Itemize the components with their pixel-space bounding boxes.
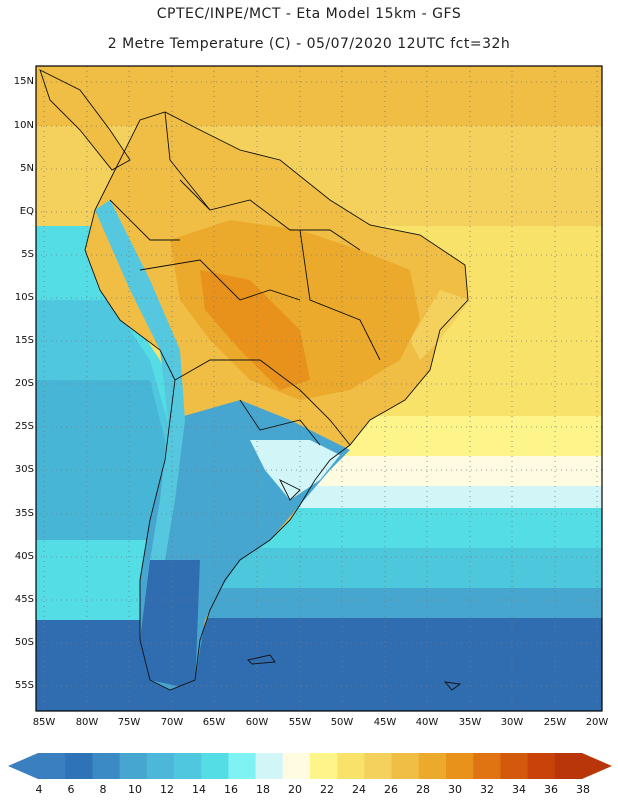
lon-label-65w: 65W — [202, 717, 226, 728]
central-america — [40, 70, 130, 170]
temperature-field — [36, 66, 602, 711]
andes — [95, 200, 185, 560]
title-line-2: 2 Metre Temperature (C) - 05/07/2020 12U… — [107, 36, 511, 52]
colorbar-label: 12 — [160, 783, 174, 796]
lon-label-45w: 45W — [373, 717, 397, 728]
lon-label-55w: 55W — [288, 717, 312, 728]
lat-label-35s: 35S — [14, 508, 34, 519]
colorbar-cell — [174, 753, 202, 779]
band-caribbean — [36, 66, 602, 126]
country-borders — [39, 69, 469, 691]
colorbar-cell — [446, 753, 474, 779]
colorbar-label: 10 — [128, 783, 142, 796]
colorbar-cell — [310, 753, 338, 779]
colorbar-cell — [228, 753, 256, 779]
lat-label-5n: 5N — [20, 163, 34, 174]
lon-label-75w: 75W — [117, 717, 141, 728]
colorbar-label: 22 — [320, 783, 334, 796]
colorbar-cell — [337, 753, 365, 779]
colorbar-label: 16 — [224, 783, 238, 796]
pacific-cool-water-3 — [36, 380, 170, 540]
colorbar-cell — [38, 753, 66, 779]
colorbar-label: 8 — [99, 783, 107, 796]
colorbar-label: 34 — [512, 783, 526, 796]
colorbar-cell — [473, 753, 501, 779]
lat-label-eq: EQ — [19, 206, 34, 217]
ne-coast — [410, 290, 470, 360]
lat-label-25s: 25S — [14, 421, 34, 432]
lon-label-40w: 40W — [415, 717, 439, 728]
colorbar-cell — [364, 753, 392, 779]
lat-label-5s: 5S — [21, 249, 34, 260]
colorbar-label: 24 — [352, 783, 366, 796]
lon-label-70w: 70W — [160, 717, 184, 728]
lat-label-30s: 30S — [14, 464, 34, 475]
colorbar-cell — [391, 753, 420, 779]
hottest-zone — [200, 270, 310, 390]
lon-label-20w: 20W — [585, 717, 609, 728]
colorbar-cell — [146, 753, 175, 779]
lat-label-50s: 50S — [14, 637, 34, 648]
colorbar-cell — [500, 753, 528, 779]
colorbar-left-arrow — [8, 753, 38, 779]
colorbar-label: 20 — [288, 783, 302, 796]
lat-label-45s: 45S — [14, 594, 34, 605]
colorbar-cell — [282, 753, 311, 779]
band-southern-ocean — [36, 618, 602, 711]
colorbar-label: 36 — [544, 783, 558, 796]
colorbar-cell — [92, 753, 120, 779]
lat-label-10s: 10S — [14, 292, 34, 303]
lat-label-20s: 20S — [14, 378, 34, 389]
lon-label-60w: 60W — [245, 717, 269, 728]
colorbar-label: 32 — [480, 783, 494, 796]
lon-label-35w: 35W — [458, 717, 482, 728]
colorbar-label: 14 — [192, 783, 206, 796]
map-frame — [35, 65, 603, 712]
lat-label-15s: 15S — [14, 335, 34, 346]
colorbar-cell — [201, 753, 229, 779]
colorbar-cell — [255, 753, 284, 779]
colorbar-cell — [119, 753, 148, 779]
colorbar-label: 26 — [384, 783, 398, 796]
lon-label-30w: 30W — [500, 717, 524, 728]
lon-label-25w: 25W — [543, 717, 567, 728]
colorbar-label: 6 — [67, 783, 75, 796]
lat-label-15n: 15N — [13, 76, 34, 87]
lon-label-50w: 50W — [330, 717, 354, 728]
lon-label-85w: 85W — [32, 717, 56, 728]
colorbar-cell — [418, 753, 447, 779]
colorbar-right-arrow — [582, 753, 612, 779]
lon-label-80w: 80W — [75, 717, 99, 728]
colorbar-label: 30 — [448, 783, 462, 796]
colorbar-cell — [65, 753, 93, 779]
colorbar-cell — [554, 753, 583, 779]
colorbar — [8, 753, 612, 779]
colorbar-cell — [527, 753, 556, 779]
colorbar-label: 4 — [35, 783, 43, 796]
hot-interior — [170, 220, 420, 400]
patagonia — [140, 560, 200, 690]
pampas — [250, 440, 340, 500]
lat-label-40s: 40S — [14, 551, 34, 562]
title-line-1: CPTEC/INPE/MCT - Eta Model 15km - GFS — [156, 6, 462, 22]
colorbar-label: 38 — [576, 783, 590, 796]
colorbar-label: 28 — [416, 783, 430, 796]
lat-label-55s: 55S — [14, 680, 34, 691]
colorbar-label: 18 — [256, 783, 270, 796]
lat-label-10n: 10N — [13, 120, 34, 131]
